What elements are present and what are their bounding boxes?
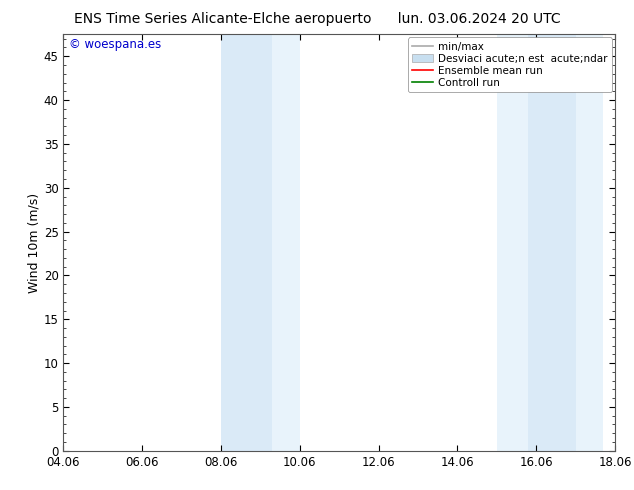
- Bar: [528, 34, 576, 451]
- Bar: [272, 34, 300, 451]
- Y-axis label: Wind 10m (m/s): Wind 10m (m/s): [28, 193, 41, 293]
- Legend: min/max, Desviaci acute;n est  acute;ndar, Ensemble mean run, Controll run: min/max, Desviaci acute;n est acute;ndar…: [408, 37, 612, 92]
- Bar: [576, 34, 603, 451]
- Bar: [497, 34, 528, 451]
- Bar: [221, 34, 272, 451]
- Text: © woespana.es: © woespana.es: [69, 38, 161, 51]
- Text: ENS Time Series Alicante-Elche aeropuerto      lun. 03.06.2024 20 UTC: ENS Time Series Alicante-Elche aeropuert…: [74, 12, 560, 26]
